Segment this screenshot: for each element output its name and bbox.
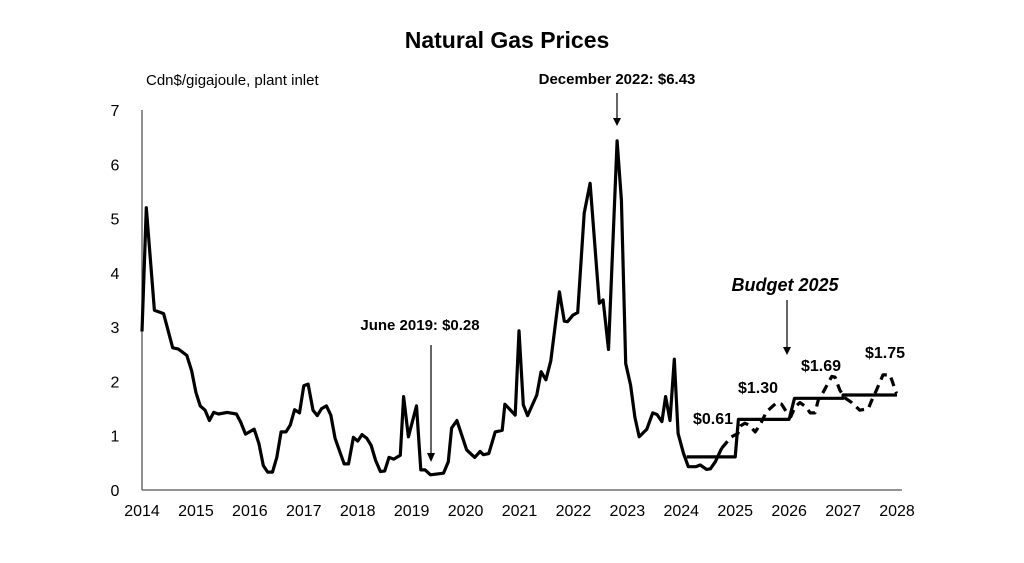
x-tick-label: 2023 [610,503,646,520]
x-tick-label: 2015 [178,503,214,520]
y-tick-label: 3 [111,320,120,337]
chart-title: Natural Gas Prices [405,27,610,53]
y-tick-label: 4 [111,266,120,283]
december-2022-arrowhead [613,118,621,126]
june-2019-annotation: June 2019: $0.28 [360,317,479,334]
y-tick-label: 5 [111,212,120,229]
x-tick-label: 2018 [340,503,376,520]
y-tick-label: 1 [111,429,120,446]
x-tick-label: 2024 [663,503,699,520]
x-tick-label: 2019 [394,503,430,520]
average-label-2027: $1.75 [865,345,905,362]
x-tick-label: 2020 [448,503,484,520]
y-tick-label: 7 [111,103,120,120]
x-tick-label: 2014 [124,503,160,520]
june-2019-arrowhead [427,453,435,462]
x-tick-label: 2022 [556,503,592,520]
x-tick-label: 2021 [502,503,538,520]
y-tick-label: 2 [111,374,120,391]
y-axis-unit-label: Cdn$/gigajoule, plant inlet [146,72,319,89]
y-tick-label: 6 [111,157,120,174]
x-tick-label: 2025 [717,503,753,520]
budget-2025-annotation: Budget 2025 [731,275,839,295]
average-label-2024: $0.61 [693,411,733,428]
x-tick-label: 2026 [771,503,807,520]
x-tick-label: 2017 [286,503,322,520]
average-label-2026: $1.69 [801,358,841,375]
average-label-2025: $1.30 [738,380,778,397]
x-tick-label: 2016 [232,503,268,520]
budget-2025-arrowhead [783,347,791,355]
forecast-annual-average-line [686,393,897,459]
historical-price-line [140,139,724,477]
x-tick-label: 2027 [825,503,861,520]
y-tick-label: 0 [111,483,120,500]
x-tick-label: 2028 [879,503,915,520]
december-2022-annotation: December 2022: $6.43 [539,71,696,88]
annotation-arrows [427,93,791,462]
